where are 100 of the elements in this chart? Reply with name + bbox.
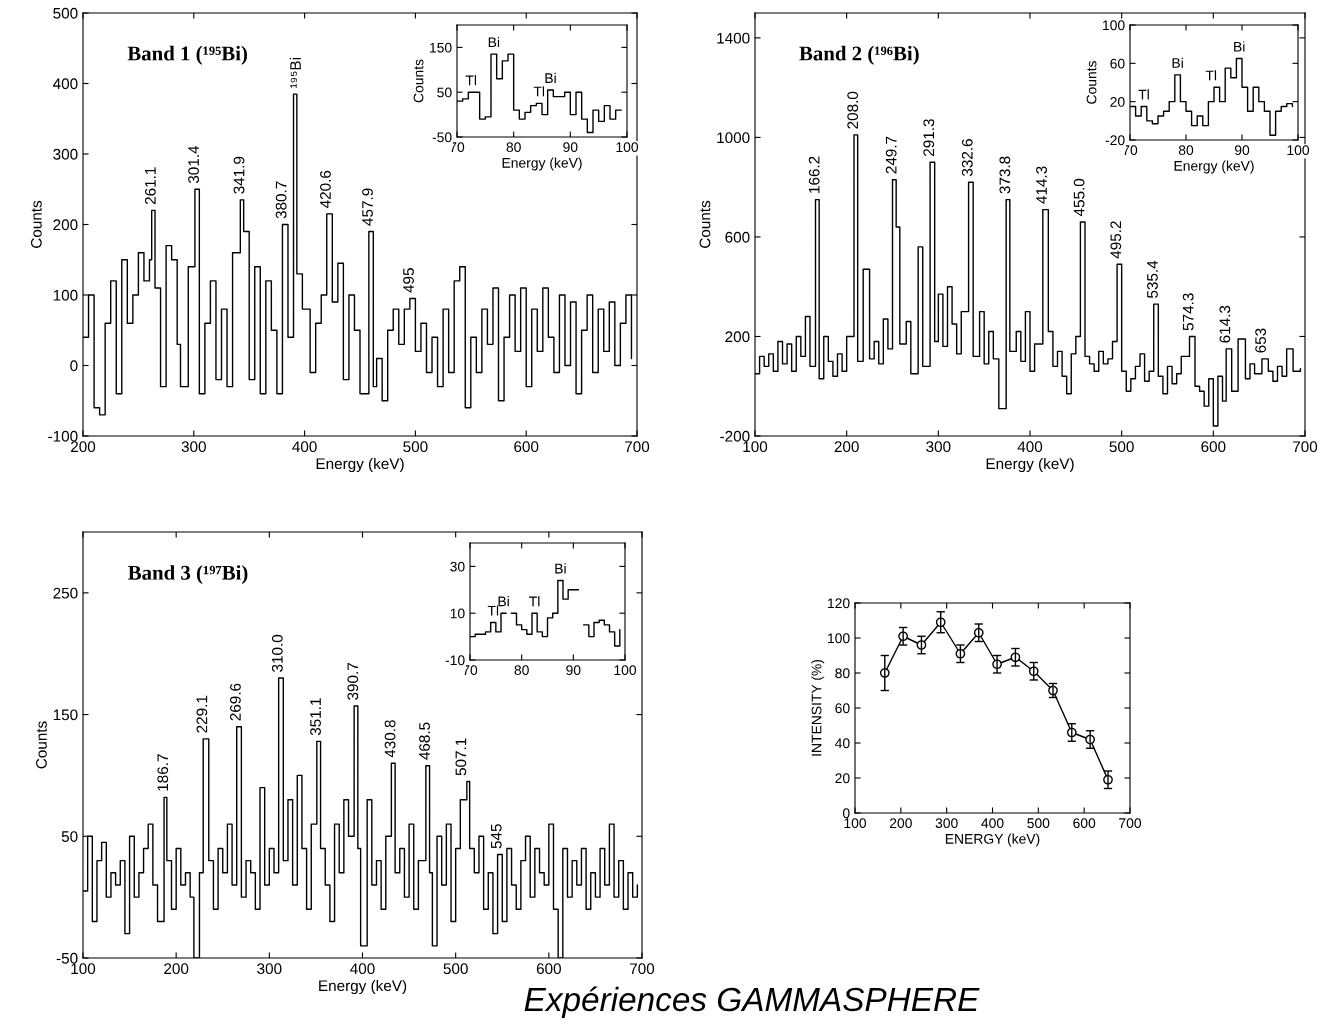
annotation: Bi xyxy=(1234,41,1245,52)
x-tick-label: 400 xyxy=(1017,441,1043,453)
y-tick-label: 50 xyxy=(61,831,78,842)
annotation: 535.4 xyxy=(1147,260,1158,298)
annotation: 495 xyxy=(403,268,414,293)
y-tick-label: 40 xyxy=(835,738,850,749)
x-tick-label: 700 xyxy=(625,441,650,453)
x-axis-title: Energy (keV) xyxy=(502,157,582,171)
x-tick-label: 300 xyxy=(935,818,958,829)
annotation: ¹⁹⁵Bi xyxy=(289,58,301,88)
y-tick-label: 200 xyxy=(725,331,750,343)
x-tick-label: 400 xyxy=(981,818,1004,829)
annotation: 380.7 xyxy=(275,181,287,219)
annotation: 455.0 xyxy=(1073,178,1085,217)
annotation: 373.8 xyxy=(999,156,1011,194)
annotation: 291.3 xyxy=(923,119,935,156)
x-tick-label: 100 xyxy=(614,665,637,676)
x-tick-label: 90 xyxy=(1234,145,1250,156)
y-tick-label: -100 xyxy=(48,430,78,442)
x-tick-label: 200 xyxy=(164,963,189,975)
x-tick-label: 80 xyxy=(514,665,529,676)
annotation: 653 xyxy=(1255,328,1267,353)
x-tick-label: 80 xyxy=(506,142,521,153)
y-tick-label: 150 xyxy=(53,709,78,721)
x-tick-label: 300 xyxy=(181,441,206,453)
y-tick-label: 200 xyxy=(53,219,78,231)
x-tick-label: 500 xyxy=(403,441,428,453)
x-axis-title: ENERGY (keV) xyxy=(945,833,1040,847)
y-tick-label: 150 xyxy=(430,42,452,53)
y-tick-label: 20 xyxy=(835,773,850,784)
annotation: 545 xyxy=(491,824,502,849)
y-tick-label: 250 xyxy=(53,587,78,599)
annotation: 614.3 xyxy=(1219,305,1231,343)
x-tick-label: 400 xyxy=(350,963,375,975)
x-tick-label: 100 xyxy=(1287,145,1310,156)
x-tick-label: 100 xyxy=(844,818,867,829)
y-tick-label: 120 xyxy=(828,598,850,609)
annotation: 249.7 xyxy=(885,136,897,174)
x-tick-label: 100 xyxy=(71,963,96,975)
x-tick-label: 600 xyxy=(1073,818,1096,829)
y-axis-title: Counts xyxy=(36,721,47,769)
y-tick-label: -10 xyxy=(445,655,465,666)
annotation: 574.3 xyxy=(1182,293,1194,331)
y-tick-label: -20 xyxy=(1105,135,1125,146)
x-tick-label: 90 xyxy=(563,142,578,153)
y-tick-label: 1400 xyxy=(717,32,750,44)
x-tick-label: 200 xyxy=(71,441,96,453)
x-tick-label: 90 xyxy=(566,665,581,676)
y-axis-title: Counts xyxy=(699,200,711,248)
y-tick-label: 0 xyxy=(842,808,850,819)
annotation: 332.6 xyxy=(961,139,973,177)
annotation: 310.0 xyxy=(271,634,283,672)
text: Band 2 (¹⁹⁶Bi) xyxy=(799,45,919,65)
y-tick-label: 100 xyxy=(53,289,78,301)
annotation: 301.4 xyxy=(188,145,200,184)
x-tick-label: 100 xyxy=(743,441,768,453)
annotation: 341.9 xyxy=(233,156,245,194)
annotation: 186.7 xyxy=(157,754,169,791)
y-tick-label: -50 xyxy=(56,952,78,964)
x-tick-label: 500 xyxy=(1027,818,1050,829)
annotation: 229.1 xyxy=(196,695,208,733)
y-tick-label: 60 xyxy=(1110,58,1125,69)
annotation: 414.3 xyxy=(1036,166,1047,204)
annotation: Bi xyxy=(555,563,566,574)
y-tick-label: -200 xyxy=(720,430,750,442)
y-tick-label: 50 xyxy=(437,87,452,98)
annotation: Bi xyxy=(498,596,509,607)
x-axis-title: Energy (keV) xyxy=(986,457,1074,473)
x-tick-label: 100 xyxy=(616,142,639,153)
x-tick-label: 300 xyxy=(926,441,951,453)
annotation: 261.1 xyxy=(144,167,156,205)
y-tick-label: 60 xyxy=(835,703,850,714)
annotation: 166.2 xyxy=(808,156,820,193)
x-tick-label: 700 xyxy=(630,963,655,975)
text: Expériences GAMMASPHERE xyxy=(524,986,980,1018)
annotation: Tl xyxy=(533,86,545,97)
y-tick-label: -50 xyxy=(432,132,452,143)
annotation: Tl xyxy=(1138,89,1149,100)
y-axis-title: Counts xyxy=(1086,61,1097,104)
x-tick-label: 600 xyxy=(536,963,561,975)
y-tick-label: 100 xyxy=(828,633,850,644)
y-tick-label: 100 xyxy=(1103,20,1125,31)
annotation: Bi xyxy=(488,37,500,48)
annotation: 457.9 xyxy=(362,188,373,226)
x-tick-label: 600 xyxy=(1201,441,1226,453)
y-axis-title: INTENSITY (%) xyxy=(811,659,825,756)
x-tick-label: 300 xyxy=(257,963,282,975)
y-tick-label: 30 xyxy=(450,561,465,572)
text: Band 3 (¹⁹⁷Bi) xyxy=(128,565,248,585)
annotation: Tl xyxy=(487,605,499,616)
y-axis-title: Counts xyxy=(413,59,424,103)
annotation: 390.7 xyxy=(347,663,359,700)
x-tick-label: 700 xyxy=(1119,818,1142,829)
x-axis-title: Energy (keV) xyxy=(316,457,404,473)
annotation: 507.1 xyxy=(455,738,467,776)
y-tick-label: 400 xyxy=(53,78,78,90)
annotation: 420.6 xyxy=(320,170,331,209)
annotation: Tl xyxy=(1205,70,1217,81)
y-tick-label: 600 xyxy=(725,231,750,243)
text: Band 1 (¹⁹⁵Bi) xyxy=(127,45,248,65)
